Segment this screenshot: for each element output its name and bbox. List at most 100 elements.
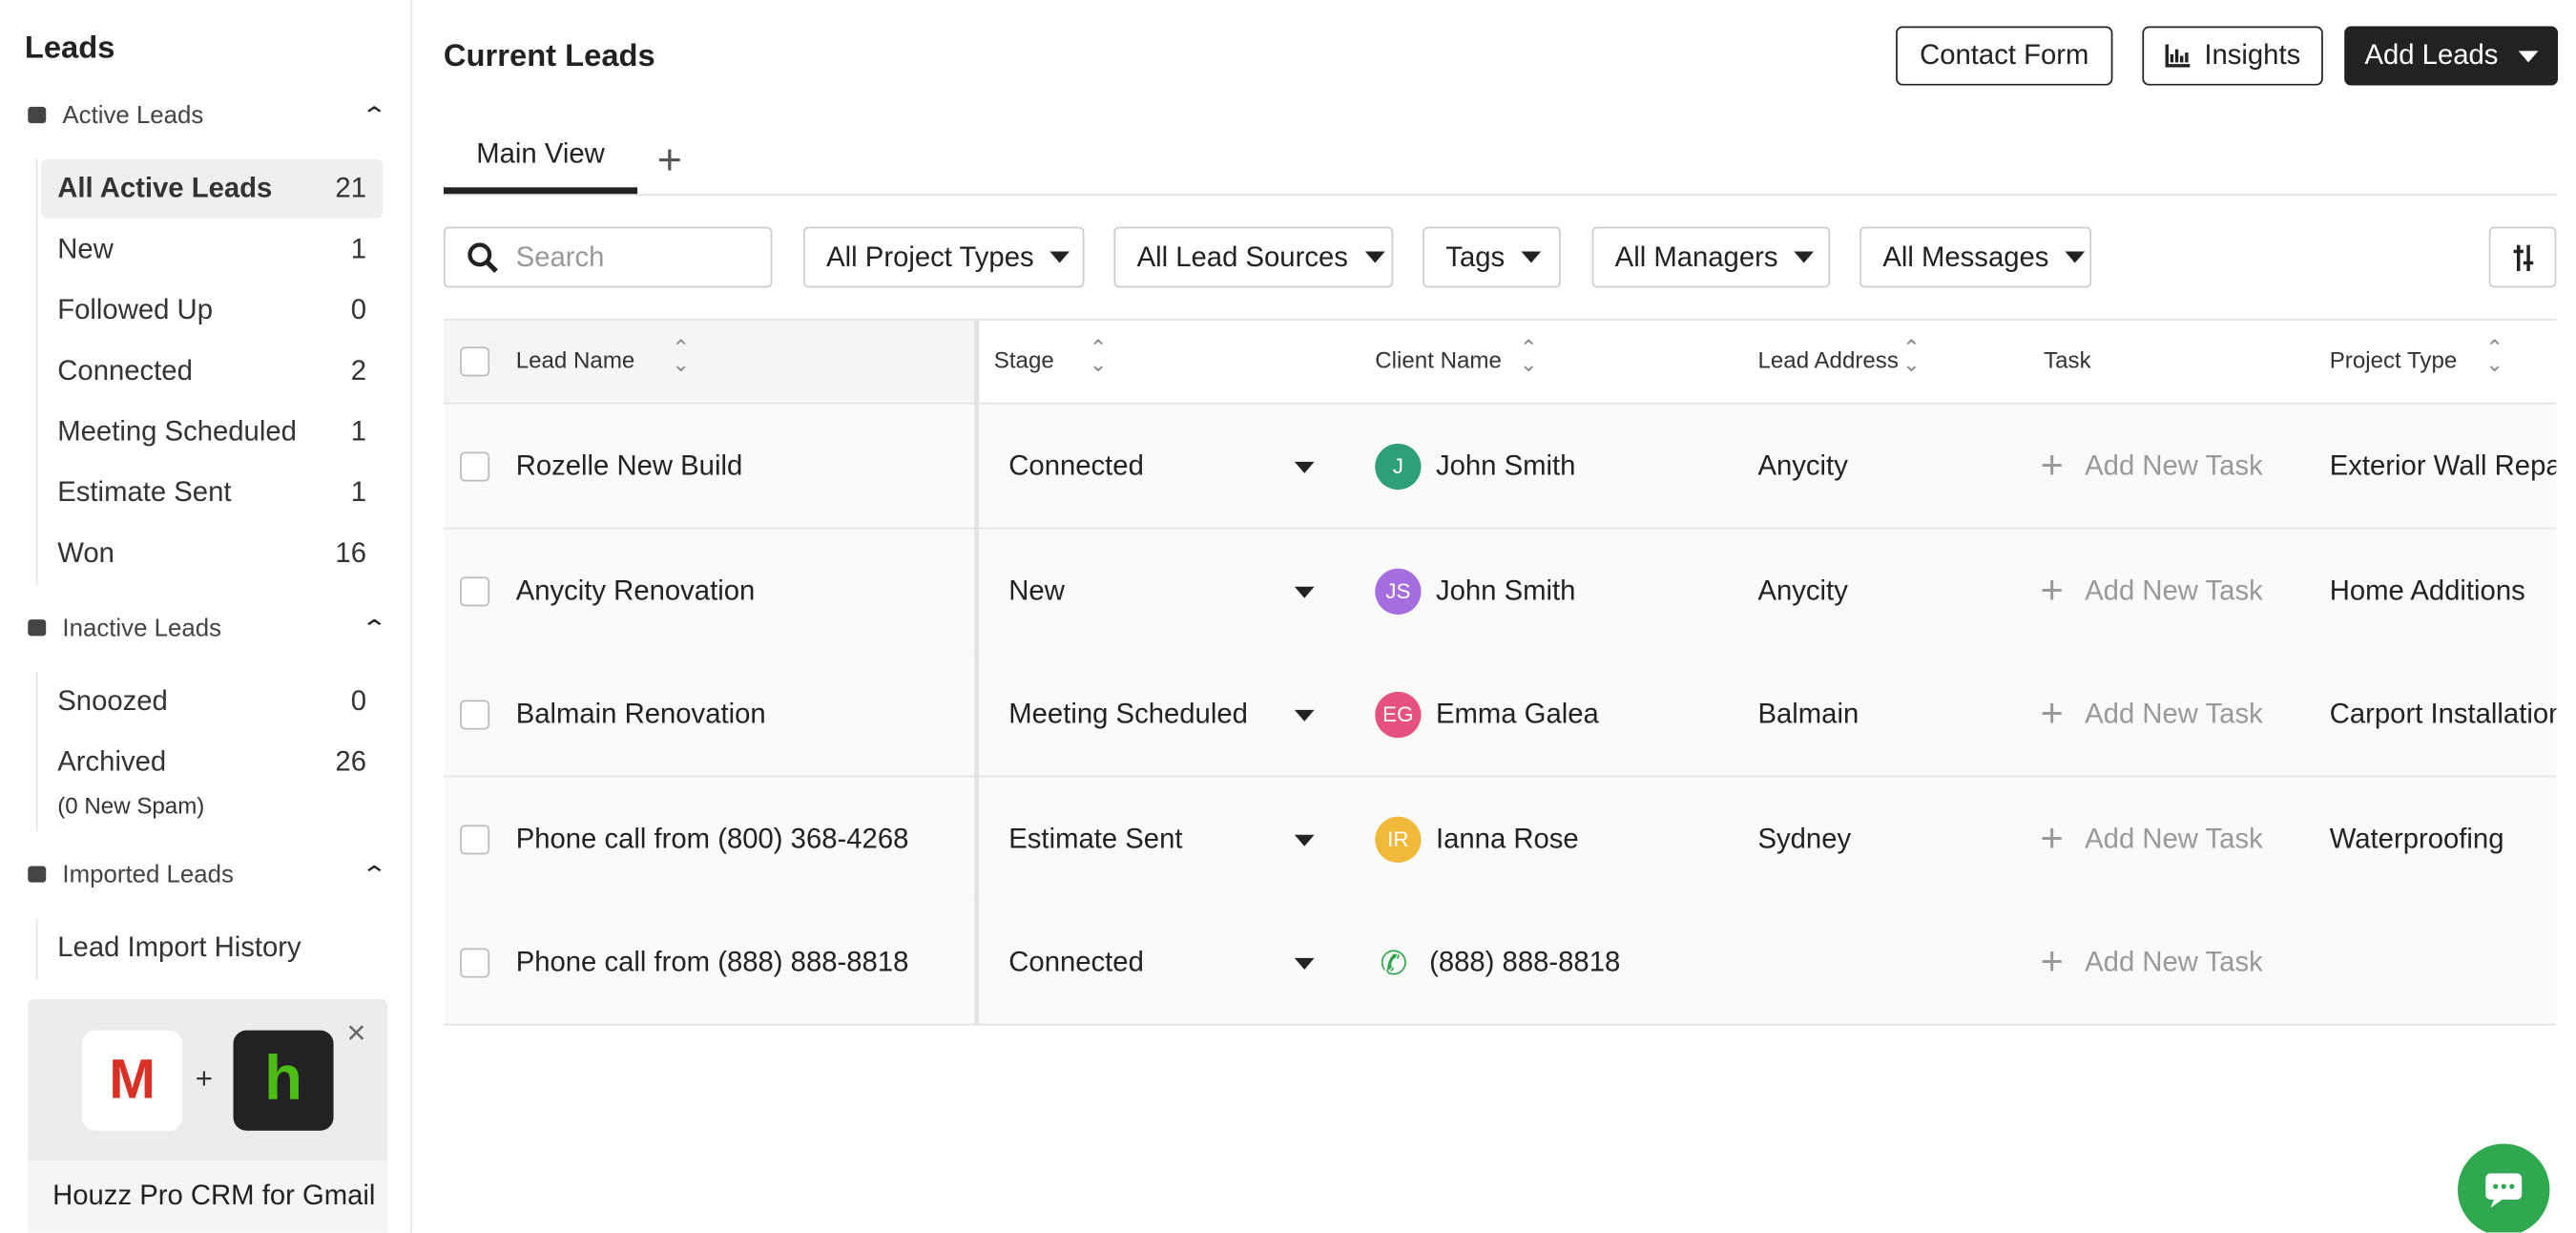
nav-count: 1 bbox=[350, 476, 366, 509]
column-header: Lead Address bbox=[1757, 346, 1899, 373]
stage-dropdown[interactable]: Connected bbox=[994, 943, 1318, 982]
phone-icon: ✆ bbox=[1380, 946, 1408, 983]
tab[interactable]: Main View bbox=[443, 137, 638, 195]
caret bbox=[1049, 251, 1070, 263]
filter-label: All Lead Sources bbox=[1136, 240, 1348, 272]
nav-count: 26 bbox=[335, 745, 366, 778]
filter-dropdown[interactable]: All Managers bbox=[1591, 226, 1831, 288]
button-label: Contact Form bbox=[1920, 39, 2089, 72]
caret bbox=[1294, 833, 1315, 846]
nav-label: Won bbox=[57, 537, 114, 569]
frozen-header-bg bbox=[443, 320, 976, 403]
chat-button[interactable] bbox=[2458, 1143, 2550, 1233]
avatar: JS bbox=[1375, 567, 1422, 615]
checkbox[interactable] bbox=[460, 575, 490, 606]
stage-label: Connected bbox=[1008, 946, 1144, 978]
add-icon: + bbox=[2040, 691, 2064, 737]
nav-label: Followed Up bbox=[57, 294, 213, 325]
column-header: Client Name bbox=[1375, 346, 1502, 373]
caret bbox=[1794, 251, 1815, 263]
sort-icon[interactable]: ⌃ ⌄ bbox=[2485, 335, 2504, 377]
search-icon bbox=[467, 241, 498, 273]
add-task[interactable]: Add New Task bbox=[2085, 946, 2263, 978]
settings-button[interactable] bbox=[2488, 226, 2557, 288]
search-box[interactable]: Search bbox=[443, 226, 773, 288]
contact-form-button[interactable]: Contact Form bbox=[1896, 26, 2113, 86]
column-header: Lead Name bbox=[515, 346, 635, 373]
filter-dropdown[interactable]: All Messages bbox=[1859, 226, 2092, 288]
caret bbox=[2065, 251, 2086, 263]
checkbox[interactable] bbox=[460, 346, 490, 377]
filter-label: All Managers bbox=[1614, 240, 1778, 272]
filter-dropdown[interactable]: Tags bbox=[1423, 226, 1561, 288]
stage-label: Meeting Scheduled bbox=[1008, 698, 1248, 730]
sort-icon[interactable]: ⌃ ⌄ bbox=[1519, 335, 1538, 377]
client-name: John Smith bbox=[1435, 574, 1576, 606]
nav-count: 1 bbox=[350, 233, 366, 265]
stage-dropdown[interactable]: Connected bbox=[994, 447, 1318, 486]
checkbox[interactable] bbox=[460, 948, 490, 978]
table-row: Phone call from (888) 888-8818 Connected ✆… bbox=[443, 900, 2557, 1026]
project-type: Exterior Wall Repair bbox=[2329, 449, 2557, 482]
tabs-divider bbox=[443, 194, 2557, 196]
nav-item[interactable]: Meeting Scheduled 1 bbox=[41, 403, 383, 462]
lead-name[interactable]: Balmain Renovation bbox=[515, 698, 766, 730]
page-title: Current Leads bbox=[443, 39, 655, 74]
houzz-logo: h bbox=[233, 1030, 334, 1131]
nav-item[interactable]: Archived 26 (0 New Spam) bbox=[41, 733, 383, 830]
nav-item[interactable]: Snoozed 0 bbox=[41, 672, 383, 731]
group-rail bbox=[35, 918, 38, 980]
stage-dropdown[interactable]: Estimate Sent bbox=[994, 819, 1318, 858]
group-label: Imported Leads bbox=[62, 861, 234, 889]
add-icon: + bbox=[2040, 443, 2064, 489]
client-phone: (888) 888-8818 bbox=[1429, 946, 1621, 978]
nav-item[interactable]: All Active Leads 21 bbox=[41, 159, 384, 219]
lead-name[interactable]: Rozelle New Build bbox=[515, 449, 743, 482]
sort-icon[interactable]: ⌃ ⌄ bbox=[672, 335, 691, 377]
lead-name[interactable]: Phone call from (800) 368-4268 bbox=[515, 822, 909, 854]
insights-button[interactable]: Insights bbox=[2142, 26, 2323, 86]
caret bbox=[1294, 709, 1315, 721]
add-task[interactable]: Add New Task bbox=[2085, 574, 2263, 606]
lead-name[interactable]: Anycity Renovation bbox=[515, 574, 756, 606]
filter-dropdown[interactable]: All Project Types bbox=[803, 226, 1085, 288]
lead-name[interactable]: Phone call from (888) 888-8818 bbox=[515, 946, 909, 978]
stage-dropdown[interactable]: Meeting Scheduled bbox=[994, 695, 1318, 734]
add-tab[interactable]: + bbox=[656, 135, 682, 184]
caret bbox=[1294, 585, 1315, 597]
checkbox[interactable] bbox=[460, 451, 490, 482]
sort-icon[interactable]: ⌃ ⌄ bbox=[1902, 335, 1921, 377]
add-leads-button[interactable]: Add Leads bbox=[2344, 26, 2559, 86]
nav-label: Lead Import History bbox=[57, 931, 301, 964]
add-task[interactable]: Add New Task bbox=[2085, 449, 2263, 482]
checkbox[interactable] bbox=[460, 824, 490, 854]
nav-item[interactable]: Connected 2 bbox=[41, 342, 383, 401]
nav-label: Snoozed bbox=[57, 685, 168, 717]
project-type: Home Additions bbox=[2329, 574, 2525, 606]
close-icon[interactable]: × bbox=[346, 1015, 366, 1053]
client-name: John Smith bbox=[1435, 449, 1576, 482]
tab-label: Main View bbox=[476, 137, 605, 170]
avatar: EG bbox=[1375, 691, 1422, 739]
nav-label: All Active Leads bbox=[57, 172, 273, 204]
filter-dropdown[interactable]: All Lead Sources bbox=[1113, 226, 1394, 288]
stage-label: New bbox=[1008, 574, 1065, 606]
caret bbox=[1294, 957, 1315, 970]
stage-dropdown[interactable]: New bbox=[994, 571, 1318, 610]
checkbox[interactable] bbox=[460, 700, 490, 730]
nav-item[interactable]: New 1 bbox=[41, 220, 383, 280]
header-divider bbox=[443, 402, 2557, 405]
add-task[interactable]: Add New Task bbox=[2085, 822, 2263, 854]
lead-address: Anycity bbox=[1757, 449, 1848, 482]
nav-item[interactable]: Followed Up 0 bbox=[41, 281, 383, 340]
nav-item[interactable]: Estimate Sent 1 bbox=[41, 464, 383, 523]
collapse-chevron: ⌃ bbox=[361, 101, 388, 129]
nav-item[interactable]: Lead Import History bbox=[41, 919, 383, 978]
nav-item[interactable]: Won 16 bbox=[41, 524, 383, 583]
add-task[interactable]: Add New Task bbox=[2085, 698, 2263, 730]
sort-icon[interactable]: ⌃ ⌄ bbox=[1089, 335, 1108, 377]
nav-count: 16 bbox=[335, 537, 366, 569]
add-icon: + bbox=[2040, 815, 2064, 861]
chart-icon bbox=[2165, 44, 2190, 68]
